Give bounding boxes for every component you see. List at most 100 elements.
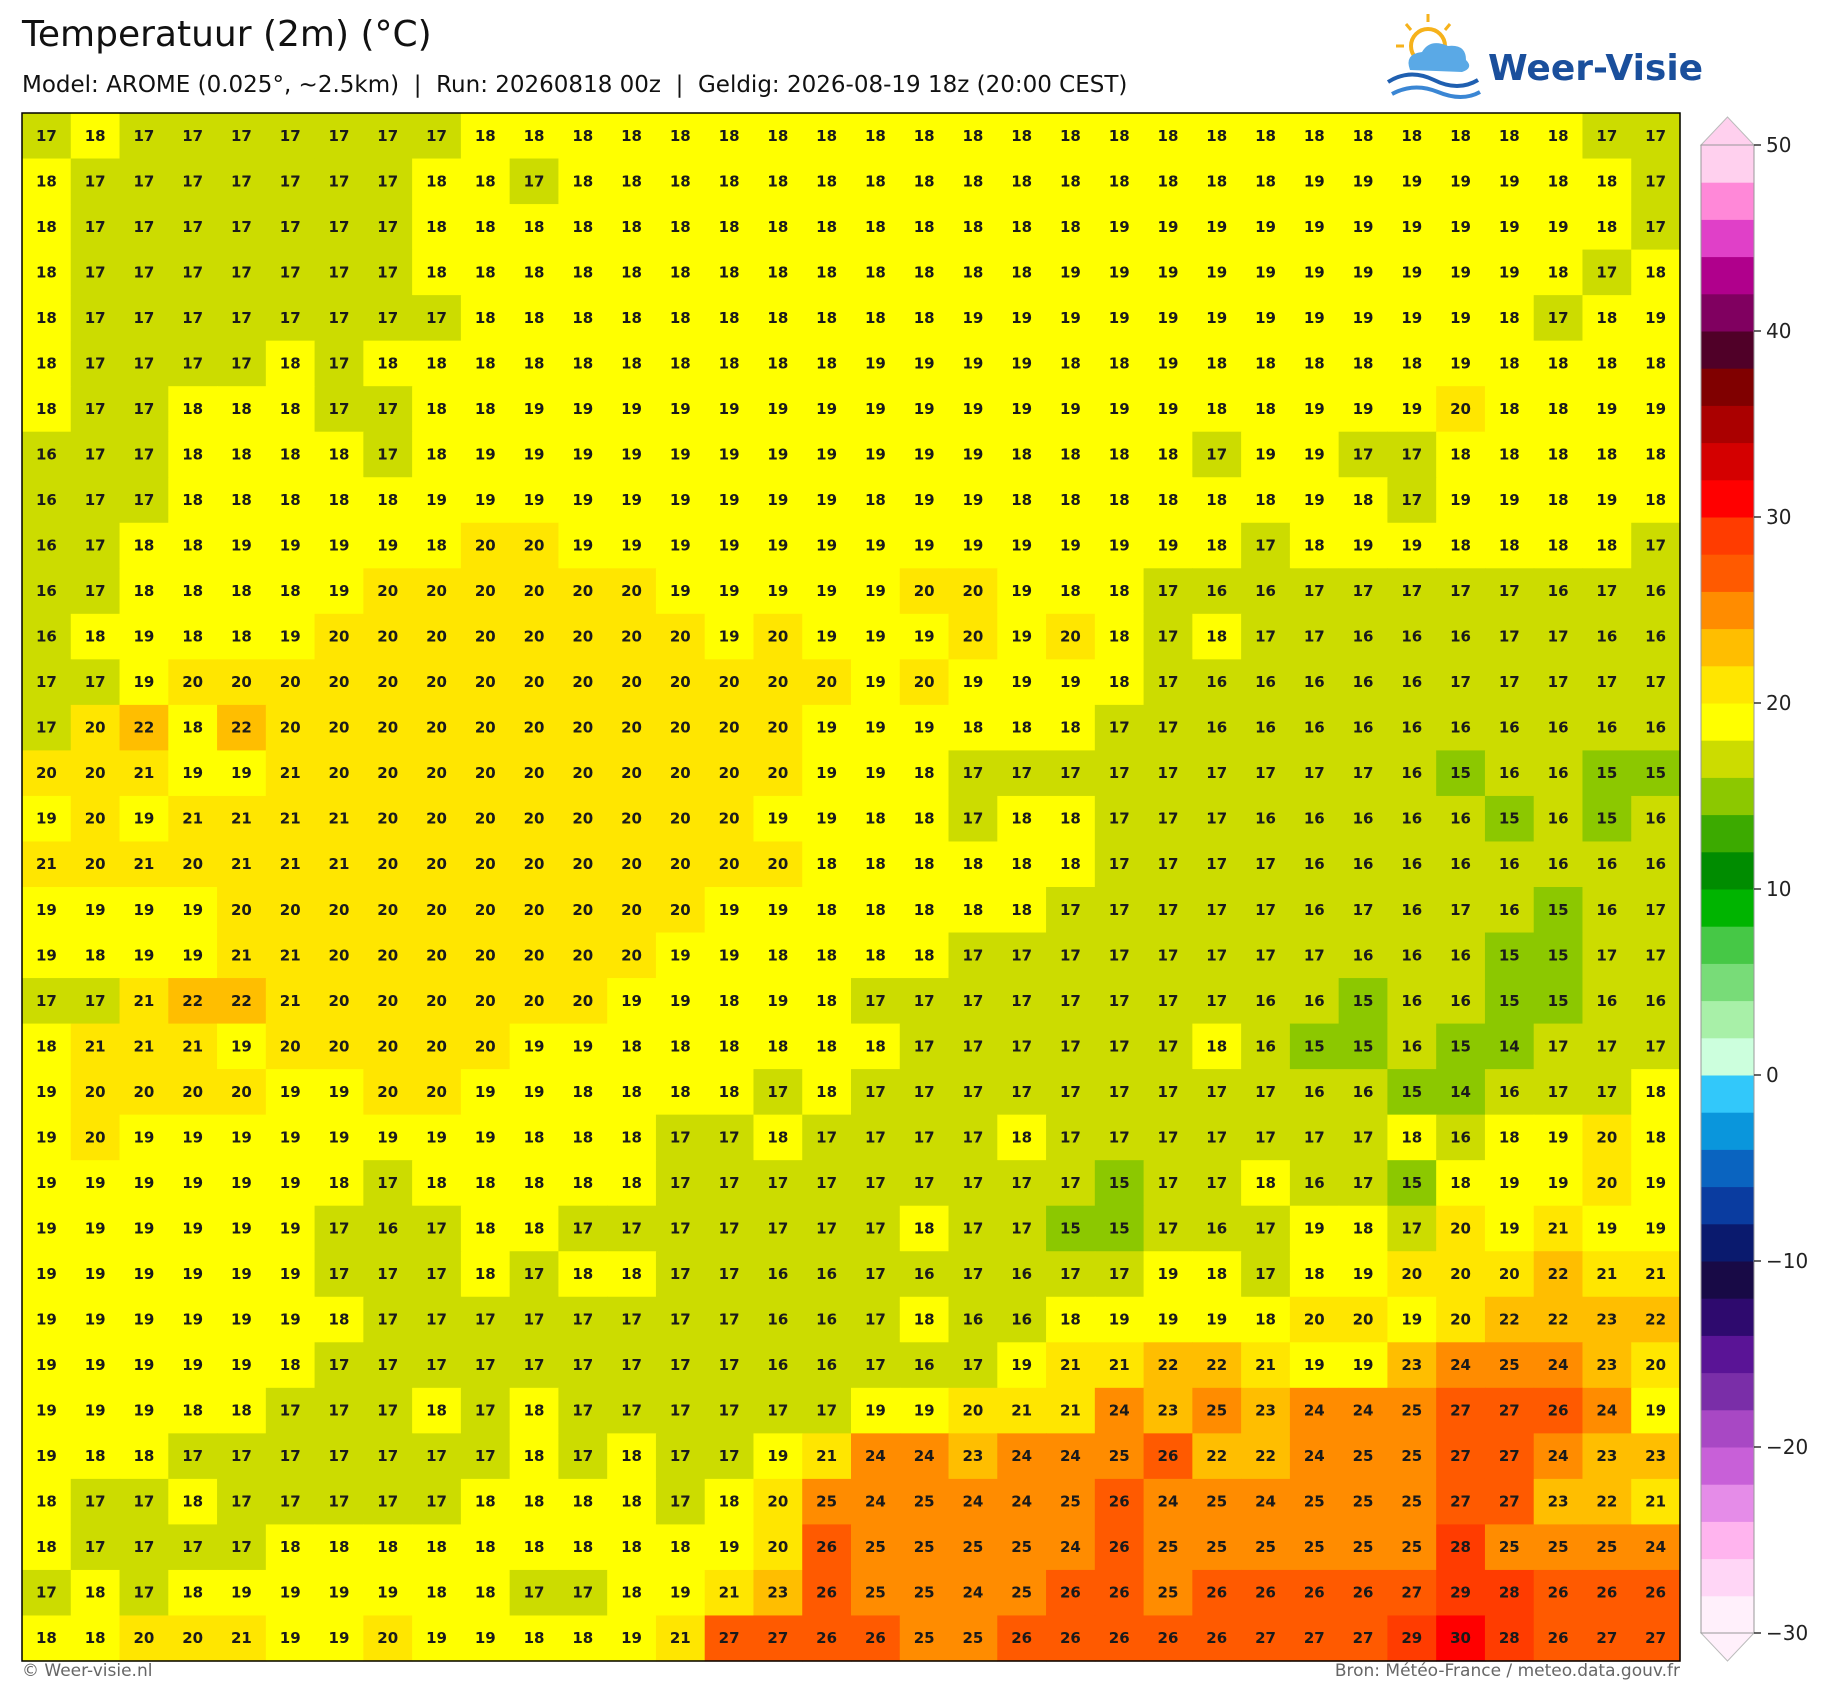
temperature-label: 18 xyxy=(670,309,691,327)
temperature-label: 19 xyxy=(1060,309,1081,327)
field-cell xyxy=(119,386,169,433)
temperature-label: 16 xyxy=(1353,628,1374,646)
field-cell xyxy=(704,204,755,251)
temperature-label: 18 xyxy=(1401,354,1422,372)
field-cell xyxy=(1192,158,1242,205)
temperature-label: 25 xyxy=(1401,1402,1422,1420)
temperature-label: 18 xyxy=(767,946,788,964)
field-cell xyxy=(1436,1160,1486,1207)
field-cell xyxy=(70,1478,121,1526)
temperature-label: 17 xyxy=(1060,946,1081,964)
temperature-label: 19 xyxy=(231,1174,252,1192)
field-cell xyxy=(363,1251,413,1298)
temperature-label: 18 xyxy=(962,127,983,145)
field-cell xyxy=(1046,1114,1096,1161)
temperature-label: 27 xyxy=(1401,1584,1422,1602)
temperature-label: 20 xyxy=(524,673,545,691)
field-cell xyxy=(22,932,72,979)
temperature-label: 17 xyxy=(914,1083,935,1101)
temperature-label: 20 xyxy=(1450,1219,1471,1237)
temperature-label: 18 xyxy=(1353,354,1374,372)
field-cell xyxy=(802,568,852,615)
field-cell xyxy=(1289,659,1340,706)
temperature-label: 18 xyxy=(1645,354,1666,372)
field-cell xyxy=(363,978,413,1025)
field-cell xyxy=(509,1023,560,1070)
temperature-label: 21 xyxy=(1645,1265,1666,1283)
field-cell xyxy=(314,1387,364,1434)
field-cell xyxy=(655,887,706,934)
field-cell xyxy=(70,1205,121,1252)
field-cell xyxy=(1631,1387,1681,1434)
temperature-label: 20 xyxy=(621,719,642,737)
field-cell xyxy=(22,659,72,706)
field-cell xyxy=(558,158,608,205)
field-cell xyxy=(1241,704,1291,752)
field-cell xyxy=(314,795,364,843)
temperature-label: 17 xyxy=(231,1447,252,1465)
field-cell xyxy=(704,750,755,797)
temperature-label: 21 xyxy=(133,992,154,1010)
field-cell xyxy=(1484,795,1535,843)
temperature-label: 19 xyxy=(719,628,740,646)
temperature-label: 17 xyxy=(475,1311,496,1329)
temperature-label: 20 xyxy=(426,810,447,828)
temperature-label: 17 xyxy=(719,1265,740,1283)
temperature-label: 17 xyxy=(182,263,203,281)
temperature-label: 19 xyxy=(719,400,740,418)
field-cell xyxy=(1631,1615,1681,1662)
temperature-label: 19 xyxy=(670,582,691,600)
temperature-label: 17 xyxy=(1060,1037,1081,1055)
temperature-label: 17 xyxy=(1645,673,1666,691)
field-cell xyxy=(412,1524,462,1571)
field-cell xyxy=(1094,1069,1145,1116)
temperature-label: 24 xyxy=(1304,1402,1325,1420)
field-cell xyxy=(1192,1296,1242,1343)
temperature-label: 26 xyxy=(1353,1584,1374,1602)
field-cell xyxy=(314,158,364,205)
temperature-label: 19 xyxy=(816,400,837,418)
field-cell xyxy=(168,704,218,752)
temperature-label: 18 xyxy=(914,1219,935,1237)
field-cell xyxy=(168,522,218,569)
temperature-label: 17 xyxy=(962,1128,983,1146)
temperature-label: 17 xyxy=(572,1447,593,1465)
temperature-label: 20 xyxy=(524,810,545,828)
temperature-label: 19 xyxy=(914,354,935,372)
temperature-label: 25 xyxy=(962,1538,983,1556)
temperature-label: 19 xyxy=(962,491,983,509)
field-cell xyxy=(217,340,267,387)
field-cell xyxy=(265,340,316,387)
field-cell xyxy=(1094,613,1145,660)
field-cell xyxy=(851,158,901,205)
temperature-label: 17 xyxy=(1206,992,1227,1010)
temperature-label: 19 xyxy=(85,1311,106,1329)
temperature-label: 19 xyxy=(816,445,837,463)
colorbar-band xyxy=(1701,479,1754,518)
temperature-label: 18 xyxy=(719,263,740,281)
temperature-label: 17 xyxy=(1401,1219,1422,1237)
field-cell xyxy=(899,431,950,478)
field-cell xyxy=(1582,1342,1632,1389)
field-cell xyxy=(1338,1478,1389,1526)
temperature-label: 19 xyxy=(1645,1219,1666,1237)
temperature-label: 18 xyxy=(1548,127,1569,145)
field-cell xyxy=(1338,1615,1389,1662)
field-cell xyxy=(1338,750,1389,797)
field-cell xyxy=(1192,1433,1242,1480)
temperature-label: 20 xyxy=(572,992,593,1010)
temperature-label: 18 xyxy=(1109,582,1130,600)
temperature-label: 16 xyxy=(767,1311,788,1329)
temperature-label: 16 xyxy=(1401,901,1422,919)
field-cell xyxy=(704,1251,755,1298)
field-cell xyxy=(851,340,901,387)
temperature-label: 18 xyxy=(1499,309,1520,327)
temperature-label: 17 xyxy=(1011,946,1032,964)
field-cell xyxy=(460,1069,511,1116)
temperature-label: 19 xyxy=(182,1311,203,1329)
temperature-label: 18 xyxy=(475,400,496,418)
field-cell xyxy=(1387,568,1437,615)
colorbar-band xyxy=(1701,1000,1754,1039)
field-cell xyxy=(119,1296,169,1343)
temperature-label: 18 xyxy=(1645,1083,1666,1101)
